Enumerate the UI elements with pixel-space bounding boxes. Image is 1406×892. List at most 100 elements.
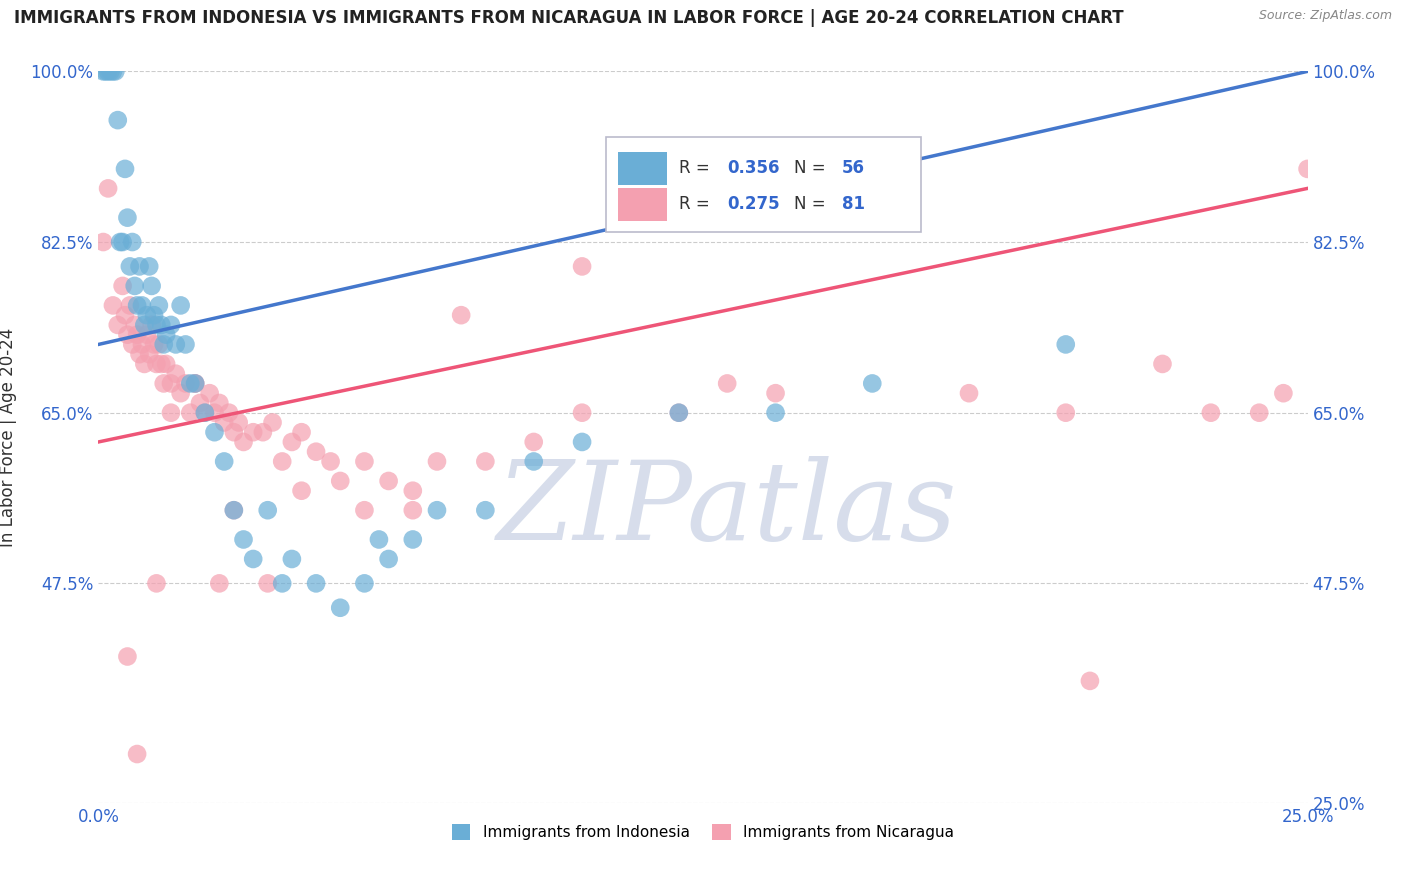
Point bbox=[107, 113, 129, 128]
Point bbox=[353, 576, 375, 591]
Point bbox=[198, 386, 221, 401]
Point bbox=[571, 260, 593, 274]
Point bbox=[141, 279, 163, 293]
Point bbox=[184, 376, 207, 391]
Point bbox=[402, 503, 425, 517]
Point bbox=[765, 386, 787, 401]
Point bbox=[222, 503, 245, 517]
Text: R =: R = bbox=[679, 195, 714, 213]
Point bbox=[134, 318, 156, 332]
Point bbox=[368, 533, 391, 547]
Point bbox=[138, 260, 160, 274]
Point bbox=[145, 576, 167, 591]
Point bbox=[402, 483, 425, 498]
Point bbox=[212, 416, 235, 430]
Point bbox=[101, 298, 124, 312]
Text: R =: R = bbox=[679, 159, 714, 177]
Point bbox=[319, 454, 342, 468]
Point bbox=[426, 503, 449, 517]
Point bbox=[523, 454, 546, 468]
Point bbox=[252, 425, 274, 440]
Point bbox=[174, 337, 197, 351]
Point bbox=[377, 552, 399, 566]
Point bbox=[204, 425, 226, 440]
Point bbox=[148, 337, 170, 351]
Point bbox=[127, 747, 149, 761]
Point bbox=[222, 503, 245, 517]
Point bbox=[111, 279, 134, 293]
Point bbox=[232, 434, 254, 449]
Point bbox=[353, 503, 375, 517]
Point bbox=[262, 416, 284, 430]
Point bbox=[218, 406, 240, 420]
Point bbox=[194, 406, 217, 420]
Text: Source: ZipAtlas.com: Source: ZipAtlas.com bbox=[1258, 9, 1392, 22]
Point bbox=[716, 376, 738, 391]
Point bbox=[329, 600, 352, 615]
Legend: Immigrants from Indonesia, Immigrants from Nicaragua: Immigrants from Indonesia, Immigrants fr… bbox=[446, 818, 960, 847]
Point bbox=[127, 327, 149, 342]
Text: IMMIGRANTS FROM INDONESIA VS IMMIGRANTS FROM NICARAGUA IN LABOR FORCE | AGE 20-2: IMMIGRANTS FROM INDONESIA VS IMMIGRANTS … bbox=[14, 9, 1123, 27]
Text: 0.356: 0.356 bbox=[727, 159, 780, 177]
Point bbox=[426, 454, 449, 468]
Point bbox=[118, 298, 141, 312]
Point bbox=[91, 64, 114, 78]
Point bbox=[108, 235, 131, 249]
Point bbox=[100, 64, 122, 78]
Point bbox=[127, 298, 149, 312]
Point bbox=[208, 396, 231, 410]
Point bbox=[155, 357, 177, 371]
Point bbox=[150, 357, 173, 371]
Text: 81: 81 bbox=[842, 195, 865, 213]
Point bbox=[668, 406, 690, 420]
Point bbox=[329, 474, 352, 488]
Point bbox=[242, 425, 264, 440]
Point bbox=[402, 533, 425, 547]
Point bbox=[160, 406, 183, 420]
Point bbox=[271, 576, 294, 591]
Text: N =: N = bbox=[793, 159, 825, 177]
Point bbox=[152, 337, 174, 351]
Point bbox=[114, 161, 136, 176]
Point bbox=[212, 454, 235, 468]
Point bbox=[1249, 406, 1271, 420]
Point bbox=[97, 64, 120, 78]
Point bbox=[143, 308, 166, 322]
Point bbox=[188, 396, 211, 410]
Point bbox=[118, 260, 141, 274]
Point bbox=[208, 576, 231, 591]
Point bbox=[169, 298, 191, 312]
Point bbox=[145, 357, 167, 371]
Point bbox=[860, 376, 883, 391]
Point bbox=[101, 64, 124, 78]
Point bbox=[160, 376, 183, 391]
Point bbox=[128, 347, 150, 361]
Point bbox=[474, 454, 496, 468]
Point bbox=[194, 406, 217, 420]
Point bbox=[474, 503, 496, 517]
Text: 56: 56 bbox=[842, 159, 865, 177]
Point bbox=[957, 386, 980, 401]
Point bbox=[450, 308, 472, 322]
Point bbox=[271, 454, 294, 468]
Point bbox=[1272, 386, 1295, 401]
Point bbox=[1152, 357, 1174, 371]
Point bbox=[305, 576, 328, 591]
Point bbox=[179, 376, 201, 391]
Point bbox=[128, 260, 150, 274]
Point bbox=[242, 552, 264, 566]
Point bbox=[886, 211, 908, 225]
Point bbox=[160, 318, 183, 332]
Point bbox=[131, 337, 153, 351]
Point bbox=[523, 434, 546, 449]
Point bbox=[165, 367, 187, 381]
Point bbox=[155, 327, 177, 342]
Point bbox=[152, 376, 174, 391]
Point bbox=[571, 434, 593, 449]
Text: 0.275: 0.275 bbox=[727, 195, 780, 213]
Point bbox=[377, 474, 399, 488]
Point bbox=[165, 337, 187, 351]
Point bbox=[91, 235, 114, 249]
Point bbox=[169, 386, 191, 401]
Point bbox=[668, 406, 690, 420]
